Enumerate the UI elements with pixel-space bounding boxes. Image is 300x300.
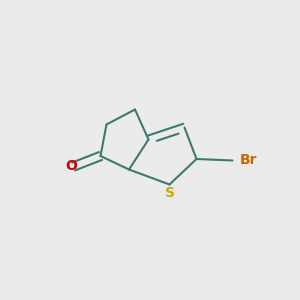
Text: O: O [65, 159, 77, 172]
Text: Br: Br [240, 153, 257, 166]
Text: S: S [165, 186, 175, 200]
